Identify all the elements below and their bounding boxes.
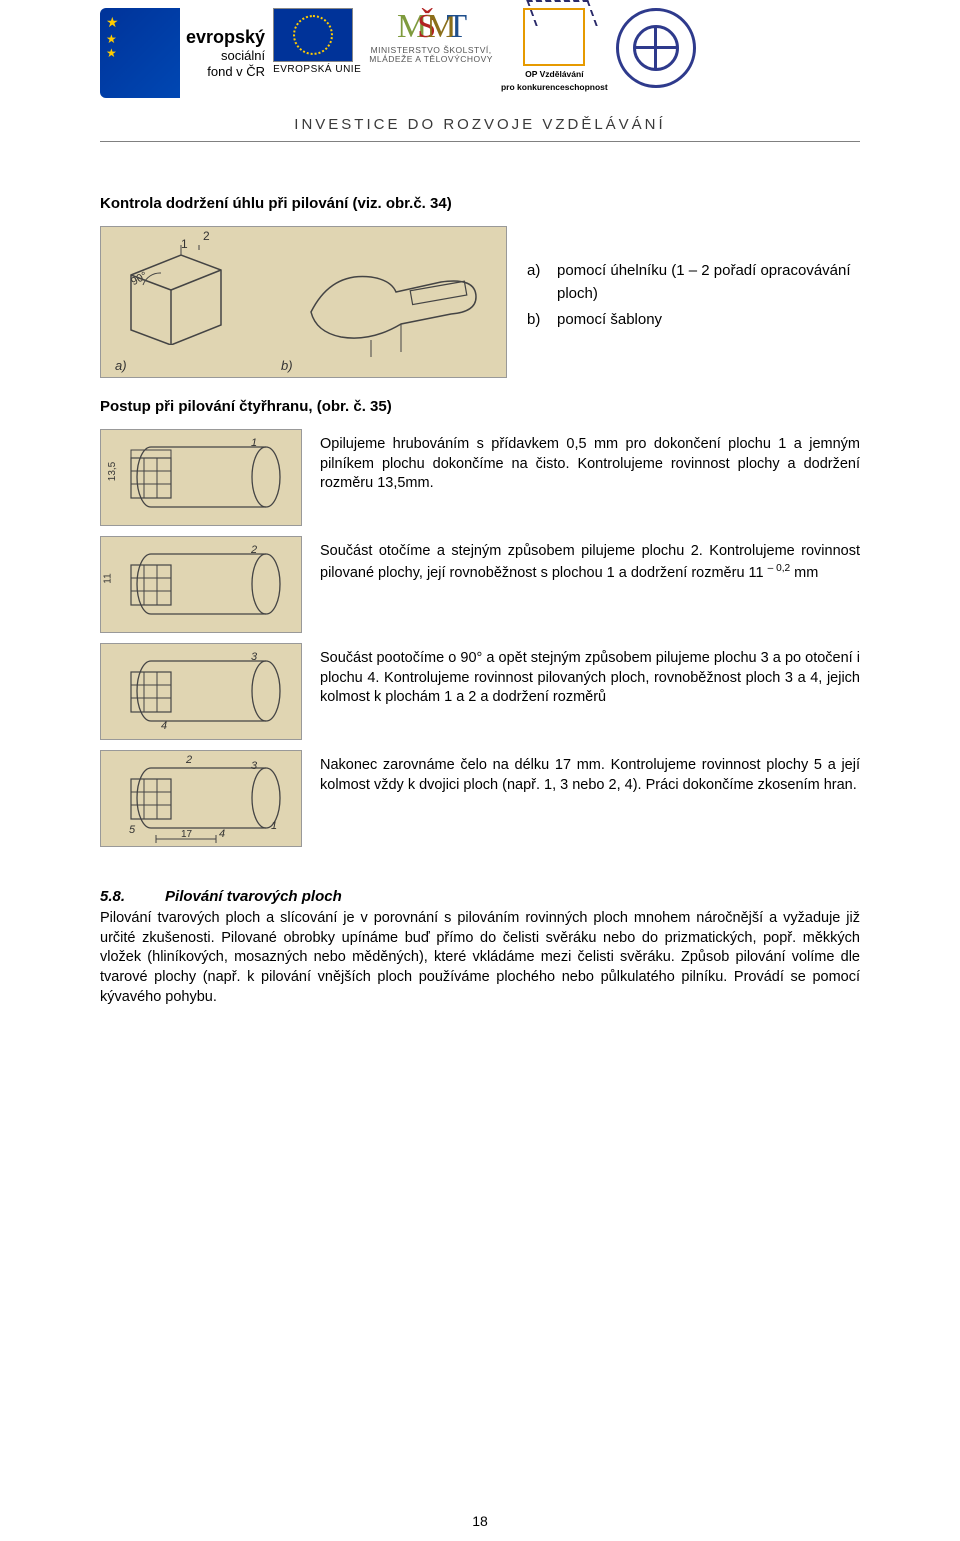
fig34-label-a: a): [115, 358, 127, 373]
eu-label: EVROPSKÁ UNIE: [273, 64, 361, 75]
list-a-marker: a): [527, 260, 549, 305]
step-text: Opilujeme hrubováním s přídavkem 0,5 mm …: [320, 429, 860, 526]
step-figure: 34: [100, 643, 302, 740]
section-5-8-num: 5.8.: [100, 887, 125, 907]
step-text: Součást pootočíme o 90° a opět stejným z…: [320, 643, 860, 740]
step-row: 34 Součást pootočíme o 90° a opět stejný…: [100, 643, 860, 740]
opvk-logo: OP Vzdělávání pro konkurenceschopnost: [501, 8, 608, 93]
eu-logo: EVROPSKÁ UNIE: [273, 8, 361, 75]
page-number: 18: [0, 1513, 960, 1529]
svg-text:2: 2: [185, 754, 192, 766]
step-row: 1 13,5Opilujeme hrubováním s přídavkem 0…: [100, 429, 860, 526]
esf-logo: evropský sociální fond v ČR: [100, 8, 265, 98]
title-2: Postup při pilování čtyřhranu, (obr. č. …: [100, 398, 860, 415]
svg-text:3: 3: [251, 760, 258, 772]
step-figure: 2 3 1 5 4 17: [100, 750, 302, 847]
opvk-sub2: pro konkurenceschopnost: [501, 83, 608, 92]
svg-text:1: 1: [251, 437, 257, 449]
list-a-text: pomocí úhelníku (1 – 2 pořadí opracovává…: [557, 260, 860, 305]
step-figure: 1 13,5: [100, 429, 302, 526]
svg-text:5: 5: [129, 824, 136, 836]
invest-line: INVESTICE DO ROZVOJE VZDĚLÁVÁNÍ: [100, 116, 860, 133]
step-left-dim: 11: [103, 573, 114, 583]
svg-text:3: 3: [251, 651, 258, 663]
step-row: 2 11Součást otočíme a stejným způsobem p…: [100, 536, 860, 633]
esf-line3: fond v ČR: [186, 64, 265, 80]
opvk-sub1: OP Vzdělávání: [501, 70, 608, 79]
section-5-8: 5.8. Pilování tvarových ploch Pilování t…: [100, 887, 860, 1007]
esf-line1: evropský: [186, 27, 265, 49]
step-left-dim: 13,5: [107, 462, 118, 481]
svg-text:2: 2: [250, 544, 257, 556]
step-row: 2 3 1 5 4 17 Nakonec zarovnáme čelo na délku…: [100, 750, 860, 847]
figure-34: 1 2 90°: [100, 226, 507, 378]
msmt-sub2: MLÁDEŽE A TĚLOVÝCHOVY: [369, 55, 493, 64]
gear-logo: [616, 8, 696, 88]
header-divider: [100, 141, 860, 142]
list-b-text: pomocí šablony: [557, 309, 662, 332]
step-text: Součást otočíme a stejným způsobem piluj…: [320, 536, 860, 633]
list-ab: a) pomocí úhelníku (1 – 2 pořadí opracov…: [527, 260, 860, 378]
section-5-8-title: Pilování tvarových ploch: [165, 887, 342, 907]
esf-line2: sociální: [186, 48, 265, 64]
title-1: Kontrola dodržení úhlu při pilování (viz…: [100, 195, 860, 212]
list-b-marker: b): [527, 309, 549, 332]
step-figure: 2 11: [100, 536, 302, 633]
header-banner: evropský sociální fond v ČR EVROPSKÁ UNI…: [100, 0, 860, 165]
svg-text:17: 17: [181, 829, 193, 840]
fig34-label-b: b): [281, 358, 293, 373]
fig34-num2: 2: [203, 229, 210, 243]
section-5-8-body: Pilování tvarových ploch a slícování je …: [100, 909, 860, 1007]
svg-text:1: 1: [271, 820, 277, 832]
step-text: Nakonec zarovnáme čelo na délku 17 mm. K…: [320, 750, 860, 847]
svg-text:4: 4: [161, 720, 167, 732]
msmt-logo: MŠMT MINISTERSTVO ŠKOLSTVÍ, MLÁDEŽE A TĚ…: [369, 8, 493, 65]
svg-text:4: 4: [219, 828, 225, 840]
